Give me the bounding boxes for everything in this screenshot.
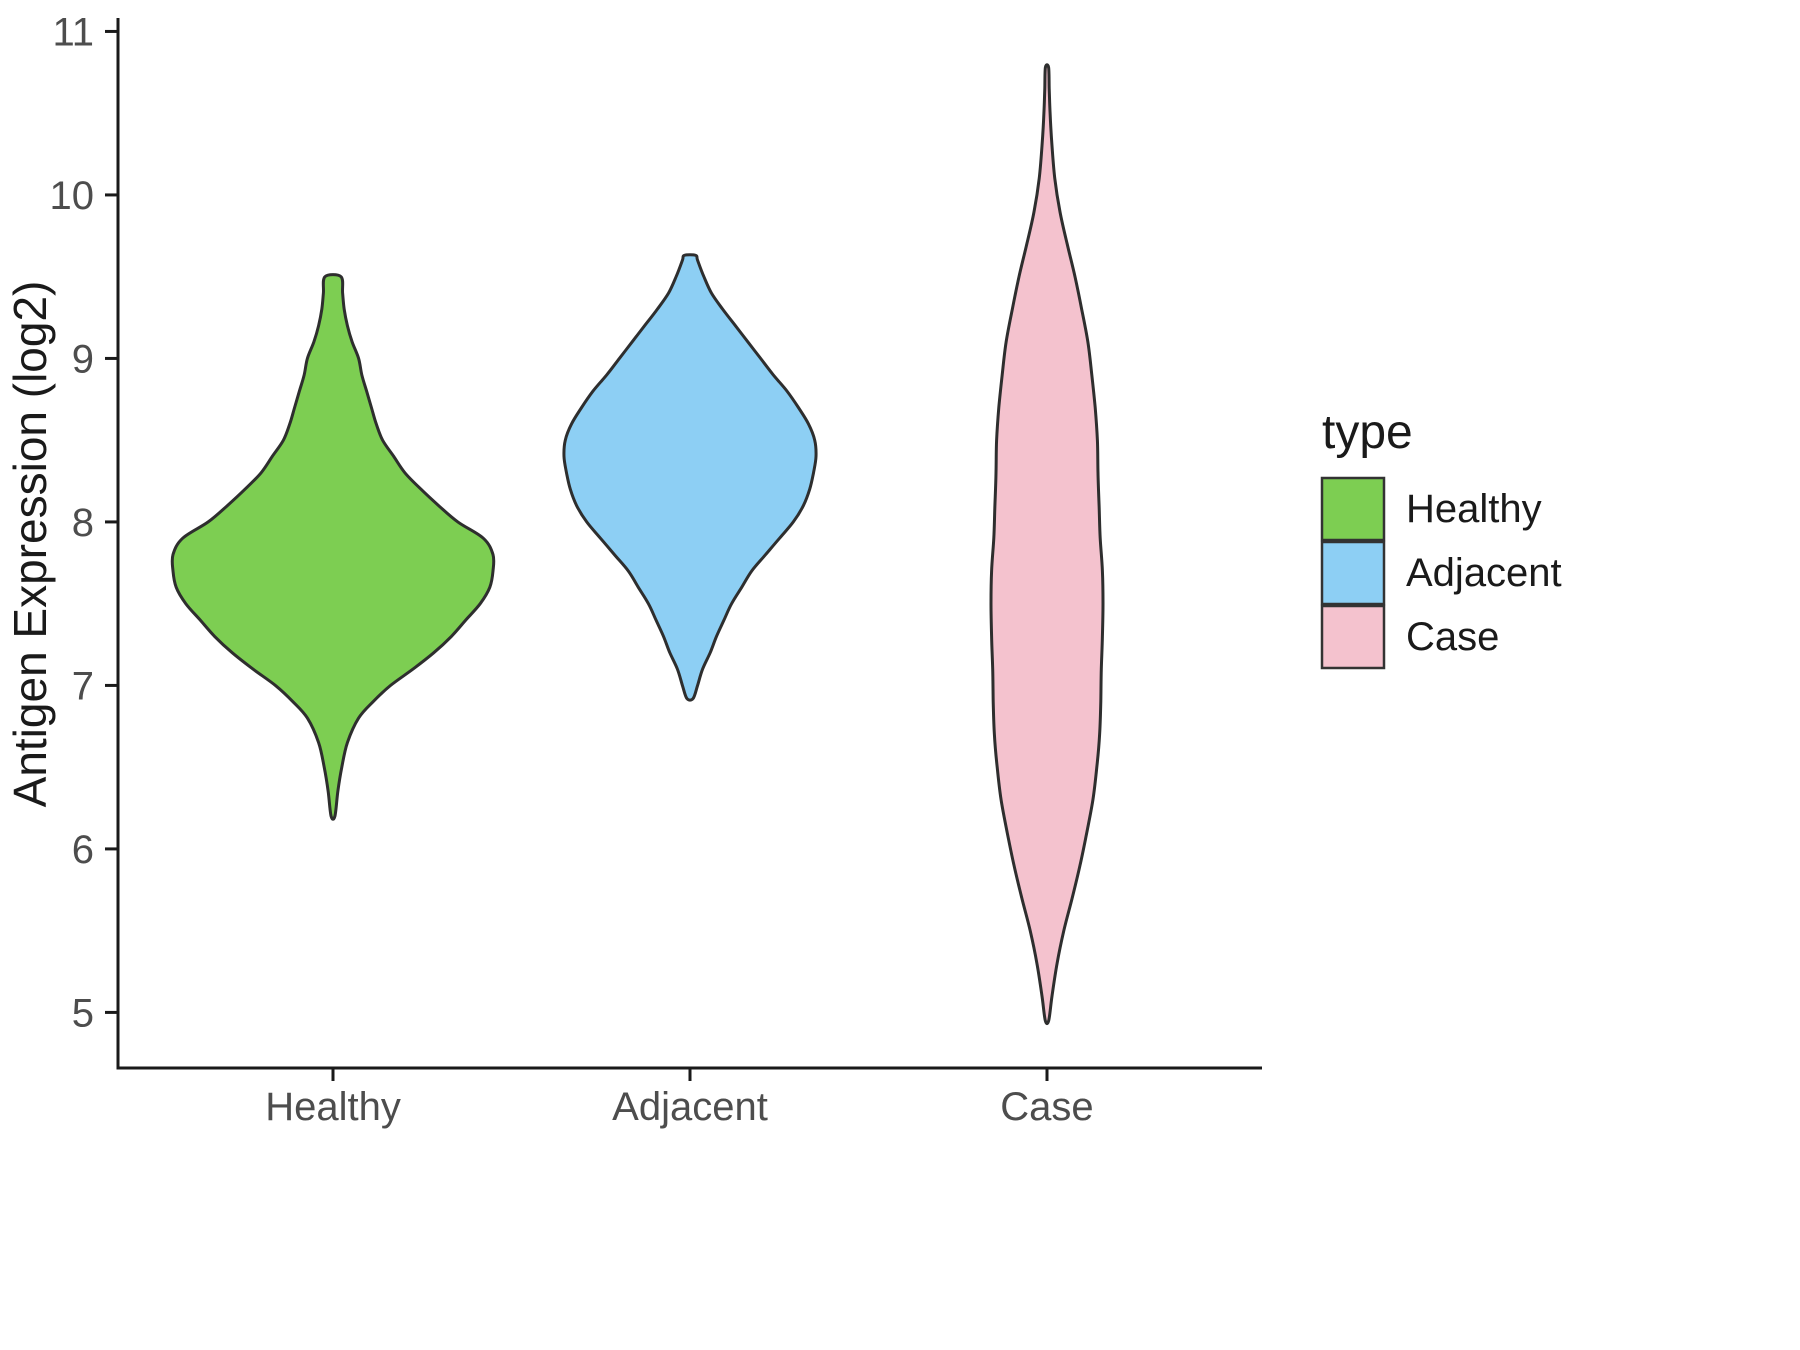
legend-label-adjacent: Adjacent [1406,551,1562,595]
legend-title: type [1322,406,1413,459]
violin-case [989,63,1105,1026]
x-tick-label-healthy: Healthy [265,1085,401,1129]
legend-label-case: Case [1406,615,1499,659]
violin-adjacent [562,253,818,702]
legend-label-healthy: Healthy [1406,487,1542,531]
legend-key-healthy [1320,476,1386,542]
y-axis-title: Antigen Expression (log2) [4,281,56,808]
y-tick-label-11: 11 [52,10,94,54]
y-tick-label-8: 8 [72,501,94,545]
y-tick-label-7: 7 [72,664,94,708]
violin-healthy [170,273,496,821]
y-tick-label-6: 6 [72,828,94,872]
legend-key-case [1320,604,1386,670]
y-tick-label-10: 10 [50,174,95,218]
y-tick-label-9: 9 [72,337,94,381]
x-tick-label-case: Case [1000,1085,1093,1129]
legend-key-adjacent [1320,540,1386,606]
y-tick-label-5: 5 [72,991,94,1035]
x-tick-label-adjacent: Adjacent [612,1085,768,1129]
